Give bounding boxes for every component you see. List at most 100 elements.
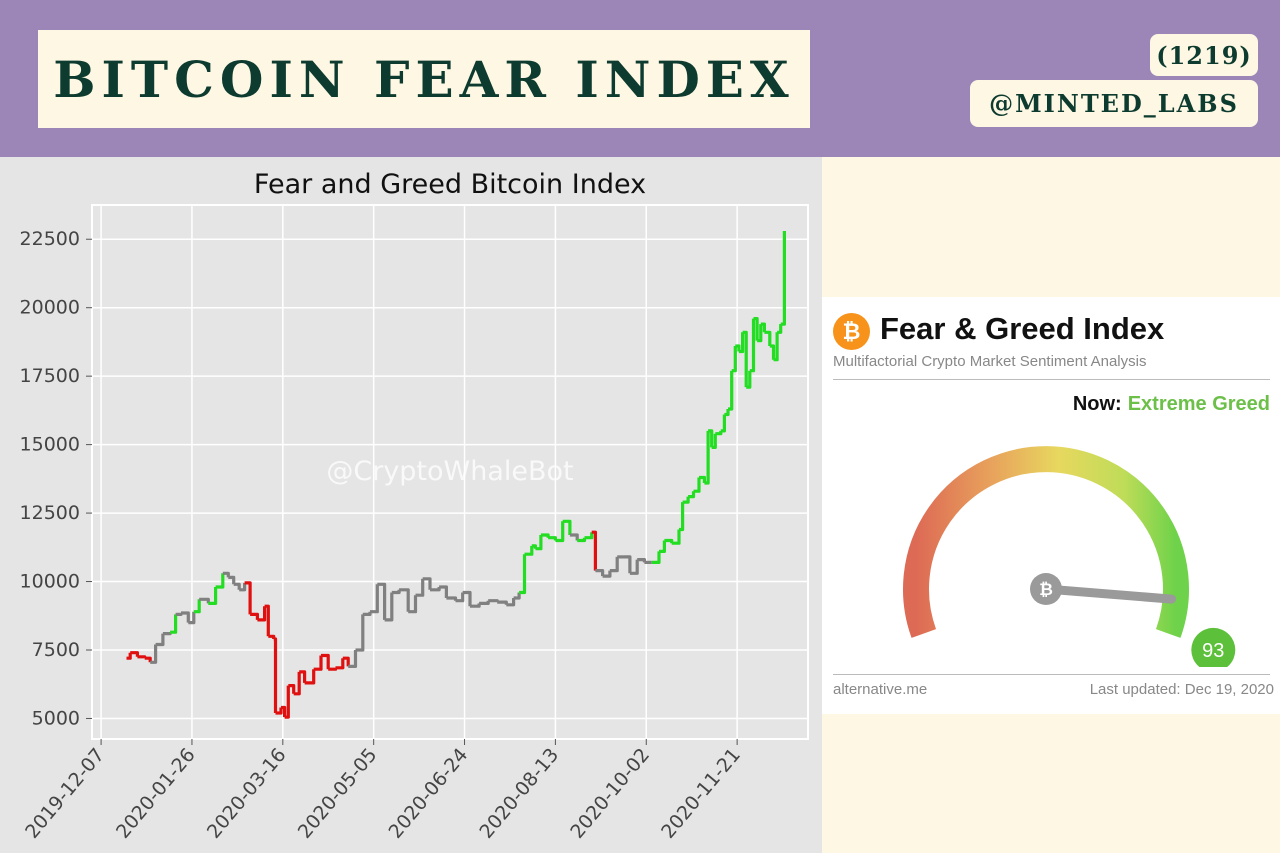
line-segment <box>764 330 772 346</box>
line-segment <box>724 409 730 417</box>
x-tick-label: 2020-08-13 <box>475 744 563 843</box>
hub-symbol: ₿ <box>1039 580 1053 600</box>
line-segment <box>175 612 183 616</box>
line-segment <box>422 577 432 590</box>
line-segment <box>753 317 759 341</box>
line-segment <box>584 532 594 540</box>
y-tick-label: 7500 <box>32 639 80 661</box>
line-segment <box>720 414 726 433</box>
gauge-value-badge <box>1191 627 1236 667</box>
line-segment <box>609 556 619 573</box>
line-segment <box>746 370 752 389</box>
line-segment <box>708 429 714 448</box>
line-segment <box>384 592 394 622</box>
sentiment-gauge: ₿ 93 <box>903 446 1236 667</box>
line-segment <box>738 332 745 354</box>
footer-updated: Last updated: Dec 19, 2020 <box>1089 681 1274 698</box>
line-segment <box>250 612 259 620</box>
line-segment <box>293 671 301 696</box>
line-segment <box>488 599 499 603</box>
y-tick-label: 15000 <box>20 434 80 456</box>
line-segment <box>629 559 639 575</box>
line-segment <box>284 685 290 719</box>
line-segment <box>742 330 748 388</box>
line-segment <box>728 370 734 411</box>
handle-badge: @MINTED_LABS <box>970 80 1258 127</box>
x-tick-label: 2020-01-26 <box>112 744 200 843</box>
line-segment <box>264 604 270 637</box>
card-title: Fear & Greed Index <box>880 311 1165 346</box>
y-tick-label: 5000 <box>32 707 80 729</box>
line-segment <box>704 430 710 485</box>
chart-title: Fear and Greed Bitcoin Index <box>254 169 646 200</box>
line-segment <box>688 491 696 499</box>
line-segment <box>299 670 307 683</box>
line-segment <box>624 555 632 574</box>
bitcoin-logo-icon: ₿ <box>833 313 870 350</box>
gauge-needle <box>1041 584 1177 604</box>
count-badge: (1219) <box>1150 34 1258 76</box>
line-segment <box>591 530 597 571</box>
line-segment <box>228 575 236 585</box>
line-segment <box>671 529 681 545</box>
line-segment <box>321 653 330 670</box>
line-segment <box>760 322 766 333</box>
line-segment <box>679 502 685 532</box>
line-segment <box>377 582 387 620</box>
line-segment <box>239 582 247 592</box>
line-segment <box>735 344 741 352</box>
line-segment <box>773 332 779 362</box>
line-segment <box>273 637 278 713</box>
line-segment <box>562 519 572 535</box>
line-segment <box>699 475 706 483</box>
x-tick-label: 2020-10-02 <box>566 744 654 843</box>
now-value: Extreme Greed <box>1127 393 1270 415</box>
line-segment <box>555 521 565 543</box>
line-segment <box>137 655 147 659</box>
header-banner: BITCOIN FEAR INDEX (1219) @MINTED_LABS <box>0 0 1280 157</box>
gauge-value: 93 <box>1202 640 1224 662</box>
line-segment <box>408 595 418 614</box>
line-segment <box>288 684 296 694</box>
y-tick-label: 22500 <box>20 228 80 250</box>
line-segment <box>780 231 786 326</box>
title-box: BITCOIN FEAR INDEX <box>38 30 810 128</box>
line-segment <box>659 540 666 553</box>
price-chart: Fear and Greed Bitcoin Index @CryptoWhal… <box>20 169 809 843</box>
line-segment <box>355 614 365 652</box>
line-segment <box>335 658 345 670</box>
line-segment <box>348 650 358 668</box>
y-tick-label: 20000 <box>20 297 80 319</box>
line-segment <box>342 656 350 667</box>
line-segment <box>162 632 172 636</box>
x-tick-label: 2020-06-24 <box>385 744 473 843</box>
line-segment <box>257 606 267 622</box>
x-tick-label: 2020-03-16 <box>203 744 291 843</box>
line-segment <box>711 433 717 449</box>
line-segment <box>519 554 527 595</box>
card-subtitle: Multifactorial Crypto Market Sentiment A… <box>833 353 1147 370</box>
line-segment <box>244 581 252 615</box>
line-segment <box>170 614 178 634</box>
line-segment <box>188 611 196 625</box>
fear-greed-card: ₿ Fear & Greed Index Multifactorial Cryp… <box>822 297 1280 714</box>
chart-panel: Fear and Greed Bitcoin Index @CryptoWhal… <box>0 157 822 853</box>
line-segment <box>749 318 756 373</box>
line-segment <box>415 578 425 597</box>
line-segment <box>275 707 283 715</box>
watermark: @CryptoWhaleBot <box>326 456 573 487</box>
line-segment <box>208 587 218 605</box>
line-segment <box>126 652 132 660</box>
line-segment <box>193 599 201 614</box>
line-segment <box>304 669 316 685</box>
line-segment <box>233 582 241 590</box>
line-segment <box>682 496 690 504</box>
line-segment <box>215 573 225 589</box>
line-segment <box>155 633 165 647</box>
line-segment <box>777 324 783 334</box>
y-tick-label: 12500 <box>20 502 80 524</box>
line-segment <box>693 477 701 493</box>
line-segment <box>150 644 158 664</box>
now-status: Now: Extreme Greed <box>1073 393 1270 416</box>
line-segment <box>569 533 579 541</box>
